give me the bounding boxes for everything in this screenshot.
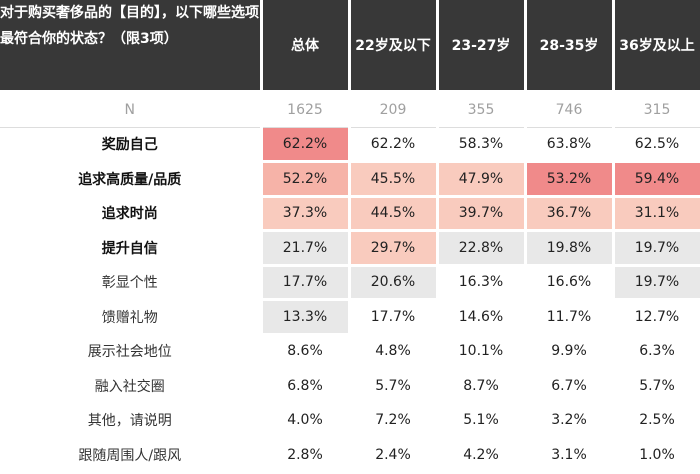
table-row: 提升自信 21.7% 29.7% 22.8% 19.8% 19.7% <box>0 230 700 267</box>
table-cell: 16.6% <box>525 265 615 301</box>
table-cell: 3.1% <box>525 437 615 474</box>
table-cell: 6.3% <box>613 334 700 370</box>
row-label: 其他，请说明 <box>0 403 263 439</box>
table-cell: 31.1% <box>613 196 700 232</box>
table-cell: 21.7% <box>261 230 351 267</box>
table-cell: 45.5% <box>349 161 439 198</box>
sample-size-cell: 209 <box>349 91 439 128</box>
row-label: 追求时尚 <box>0 196 263 232</box>
column-header-28-35: 28-35岁 <box>525 0 615 93</box>
column-header-36-over: 36岁及以上 <box>613 0 700 93</box>
table-cell: 17.7% <box>261 265 351 301</box>
sample-size-cell: 315 <box>613 91 700 128</box>
table-row: 彰显个性 17.7% 20.6% 16.3% 16.6% 19.7% <box>0 265 700 301</box>
table-cell: 4.8% <box>349 334 439 370</box>
table-cell: 29.7% <box>349 230 439 267</box>
table-cell: 6.7% <box>525 368 615 405</box>
table-row: 其他，请说明 4.0% 7.2% 5.1% 3.2% 2.5% <box>0 403 700 439</box>
table-cell: 6.8% <box>261 368 351 405</box>
table-cell: 53.2% <box>525 161 615 198</box>
question-header: 对于购买奢侈品的【目的】，以下哪些选项最符合你的状态？（限3项） <box>0 0 263 93</box>
table-row: 追求时尚 37.3% 44.5% 39.7% 36.7% 31.1% <box>0 196 700 232</box>
table-cell: 5.7% <box>613 368 700 405</box>
table-cell: 9.9% <box>525 334 615 370</box>
sample-size-label: N <box>0 91 263 128</box>
column-header-23-27: 23-27岁 <box>437 0 527 93</box>
table-cell: 2.4% <box>349 437 439 474</box>
table-cell: 62.5% <box>613 127 700 163</box>
table-cell: 1.0% <box>613 437 700 474</box>
row-label: 融入社交圈 <box>0 368 263 405</box>
table-cell: 16.3% <box>437 265 527 301</box>
table-cell: 5.1% <box>437 403 527 439</box>
table-row: 展示社会地位 8.6% 4.8% 10.1% 9.9% 6.3% <box>0 334 700 370</box>
row-label: 彰显个性 <box>0 265 263 301</box>
table-cell: 17.7% <box>349 299 439 336</box>
table-row: 融入社交圈 6.8% 5.7% 8.7% 6.7% 5.7% <box>0 368 700 405</box>
table-cell: 2.5% <box>613 403 700 439</box>
table-cell: 36.7% <box>525 196 615 232</box>
table-cell: 47.9% <box>437 161 527 198</box>
table-cell: 19.8% <box>525 230 615 267</box>
table-cell: 8.7% <box>437 368 527 405</box>
table-cell: 4.0% <box>261 403 351 439</box>
table-cell: 44.5% <box>349 196 439 232</box>
table-cell: 8.6% <box>261 334 351 370</box>
table-cell: 22.8% <box>437 230 527 267</box>
table-cell: 62.2% <box>261 127 351 163</box>
table-row: 追求高质量/品质 52.2% 45.5% 47.9% 53.2% 59.4% <box>0 161 700 198</box>
table-cell: 59.4% <box>613 161 700 198</box>
table-cell: 3.2% <box>525 403 615 439</box>
table-row: 跟随周围人/跟风 2.8% 2.4% 4.2% 3.1% 1.0% <box>0 437 700 474</box>
sample-size-cell: 1625 <box>261 91 351 128</box>
row-label: 提升自信 <box>0 230 263 267</box>
sample-size-cell: 746 <box>525 91 615 128</box>
column-header-total: 总体 <box>261 0 351 93</box>
row-label: 展示社会地位 <box>0 334 263 370</box>
header-row: 对于购买奢侈品的【目的】，以下哪些选项最符合你的状态？（限3项） 总体 22岁及… <box>0 0 700 93</box>
table-cell: 10.1% <box>437 334 527 370</box>
table-row: 馈赠礼物 13.3% 17.7% 14.6% 11.7% 12.7% <box>0 299 700 336</box>
table-cell: 13.3% <box>261 299 351 336</box>
table-row: 奖励自己 62.2% 62.2% 58.3% 63.8% 62.5% <box>0 127 700 163</box>
row-label: 馈赠礼物 <box>0 299 263 336</box>
table-cell: 19.7% <box>613 230 700 267</box>
table-cell: 58.3% <box>437 127 527 163</box>
sample-size-cell: 355 <box>437 91 527 128</box>
table-cell: 63.8% <box>525 127 615 163</box>
row-label: 奖励自己 <box>0 127 263 163</box>
row-label: 追求高质量/品质 <box>0 161 263 198</box>
table-cell: 4.2% <box>437 437 527 474</box>
table-cell: 20.6% <box>349 265 439 301</box>
row-label: 跟随周围人/跟风 <box>0 437 263 474</box>
table-cell: 39.7% <box>437 196 527 232</box>
table-cell: 11.7% <box>525 299 615 336</box>
table-cell: 19.7% <box>613 265 700 301</box>
table-cell: 14.6% <box>437 299 527 336</box>
table-cell: 37.3% <box>261 196 351 232</box>
table-cell: 62.2% <box>349 127 439 163</box>
table-cell: 52.2% <box>261 161 351 198</box>
table-cell: 7.2% <box>349 403 439 439</box>
table-cell: 2.8% <box>261 437 351 474</box>
table-cell: 12.7% <box>613 299 700 336</box>
column-header-22-under: 22岁及以下 <box>349 0 439 93</box>
sample-size-row: N 1625 209 355 746 315 <box>0 91 700 128</box>
table-cell: 5.7% <box>349 368 439 405</box>
